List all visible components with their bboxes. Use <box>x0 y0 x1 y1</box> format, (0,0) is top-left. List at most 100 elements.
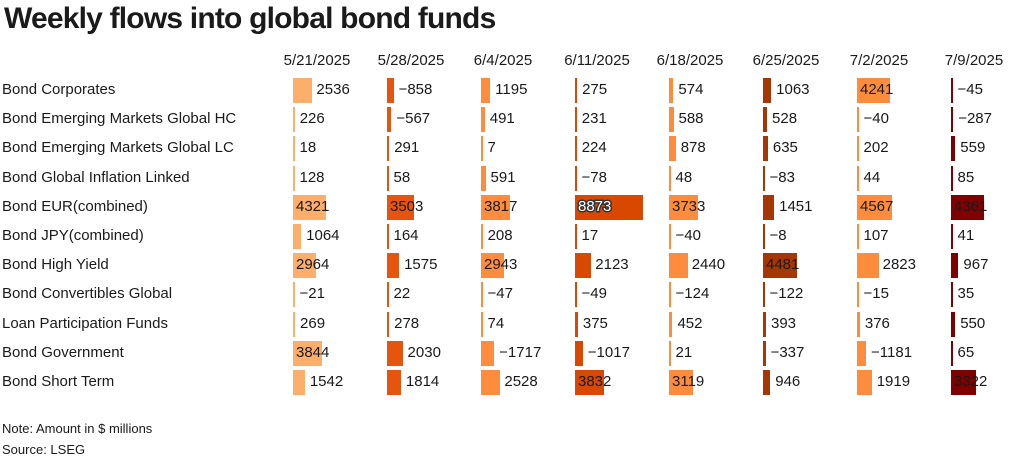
cell-value: 2030 <box>407 343 441 361</box>
flow-bar <box>481 253 504 279</box>
cell-value: 574 <box>678 81 704 98</box>
row-label: Bond Convertibles Global <box>2 285 173 303</box>
flow-bar <box>387 136 390 162</box>
cell-value: 226 <box>299 110 325 128</box>
cell-value: 491 <box>489 110 515 128</box>
cell-value: 208 <box>487 227 513 244</box>
flow-bar <box>575 165 577 191</box>
cell-value: 35 <box>957 285 975 303</box>
cell-value: 65 <box>957 343 975 361</box>
flow-bar <box>293 136 295 162</box>
flow-bar <box>763 253 798 279</box>
cell-value: −15 <box>863 285 889 303</box>
cell-value: 588 <box>678 110 704 128</box>
flow-bar <box>857 78 890 103</box>
flow-bar <box>763 194 775 220</box>
cell-value: 393 <box>771 314 797 332</box>
cell-value: 3832 <box>578 373 612 390</box>
flow-bar <box>763 282 765 308</box>
flow-bar <box>293 194 327 220</box>
cell-value: 528 <box>772 110 798 128</box>
cell-value: 375 <box>582 314 608 332</box>
cell-value: 58 <box>393 168 411 186</box>
cell-value: −1017 <box>587 343 630 361</box>
cell-value: −858 <box>398 81 433 98</box>
flow-bar <box>575 194 643 220</box>
flow-bar <box>387 224 389 249</box>
cell-value: −21 <box>299 285 325 303</box>
flow-bar <box>763 370 771 395</box>
row-label: Bond Short Term <box>2 373 115 390</box>
cell-value: 967 <box>963 256 989 274</box>
cell-value: −337 <box>770 343 805 361</box>
flow-bar <box>951 282 953 308</box>
flow-bar <box>575 311 578 337</box>
flow-bar <box>857 282 859 308</box>
flow-bar <box>669 194 698 220</box>
cell-value: 4241 <box>860 81 894 98</box>
cell-value: 128 <box>299 168 325 186</box>
cell-value: 224 <box>581 139 607 157</box>
cell-value: −1181 <box>871 343 913 361</box>
cell-value: 18 <box>299 139 317 157</box>
cell-value: 41 <box>957 227 975 244</box>
flow-bar <box>669 253 688 279</box>
footnote: Note: Amount in $ millions <box>2 421 153 436</box>
row-label: Bond EUR(combined) <box>2 197 148 215</box>
cell-value: 231 <box>581 110 607 128</box>
flow-bar <box>857 253 879 279</box>
flow-bar <box>481 340 495 366</box>
flow-bar <box>481 165 486 191</box>
cell-value: −124 <box>675 285 710 303</box>
cell-value: 1575 <box>404 256 438 274</box>
flow-bar <box>481 224 483 249</box>
cell-value: 22 <box>393 285 411 303</box>
flow-bar <box>293 370 305 395</box>
flow-bar <box>575 253 592 279</box>
flow-bar <box>481 370 501 395</box>
chart-title: Weekly flows into global bond funds <box>4 2 496 35</box>
cell-value: 3817 <box>484 197 518 215</box>
cell-value: 8873 <box>576 196 612 216</box>
cell-value: 2823 <box>882 256 916 274</box>
flow-bar <box>951 78 953 103</box>
flow-bar <box>575 78 578 103</box>
flow-bar <box>387 107 392 133</box>
flow-bar <box>951 311 956 337</box>
flow-bar <box>575 282 577 308</box>
cell-value: 1195 <box>495 81 528 98</box>
flow-bar <box>857 311 860 337</box>
cell-value: −78 <box>581 168 607 186</box>
cell-value: −40 <box>863 110 889 128</box>
cell-value: 7 <box>487 139 496 157</box>
cell-value: 1814 <box>405 373 440 390</box>
flow-bar <box>763 78 772 103</box>
flow-bar <box>387 165 389 191</box>
cell-value: −8 <box>769 227 787 244</box>
flow-bar <box>857 107 859 133</box>
cell-value: 164 <box>393 227 419 244</box>
flow-bar <box>763 224 765 249</box>
row-label: Bond JPY(combined) <box>2 227 144 244</box>
cell-value: 17 <box>581 227 599 244</box>
cell-value: 452 <box>677 314 703 332</box>
row-label: Bond Emerging Markets Global LC <box>2 139 234 157</box>
flow-bar <box>481 107 485 133</box>
flow-bar <box>481 194 511 220</box>
column-header: 5/21/2025 <box>283 52 351 69</box>
flow-bar <box>669 370 693 395</box>
cell-value: −45 <box>957 81 983 98</box>
column-header: 7/9/2025 <box>944 52 1004 69</box>
flow-bar <box>387 78 394 103</box>
flow-bar <box>951 224 953 249</box>
flow-bar <box>387 340 403 366</box>
column-header: 7/2/2025 <box>849 52 909 69</box>
cell-value: −40 <box>675 227 701 244</box>
cell-value: 4361 <box>954 197 988 215</box>
column-header: 5/28/2025 <box>377 52 445 69</box>
source-note: Source: LSEG <box>2 442 86 457</box>
flow-bar <box>481 136 483 162</box>
flow-bar <box>763 165 765 191</box>
column-header: 6/18/2025 <box>656 52 724 69</box>
flow-bar <box>387 311 390 337</box>
